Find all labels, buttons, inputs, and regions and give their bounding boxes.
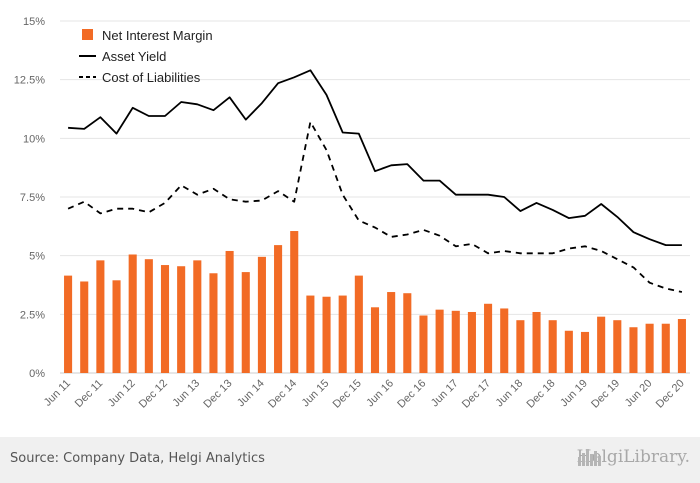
x-tick-label: Dec 16 — [395, 377, 428, 410]
nim-bar — [241, 272, 250, 373]
nim-bar — [403, 293, 412, 373]
nim-bar — [64, 275, 73, 373]
nim-bar — [516, 320, 525, 373]
asset-yield-line — [68, 69, 682, 247]
x-tick-label: Jun 17 — [429, 377, 461, 409]
nim-bar — [597, 316, 606, 373]
x-tick-label: Jun 20 — [623, 377, 655, 409]
y-tick-label: 10% — [23, 133, 45, 145]
chart-svg: 0%2.5%5%7.5%10%12.5%15%Jun 11 Dec 11 Jun 1… — [14, 16, 690, 411]
nim-bar — [484, 303, 493, 373]
x-tick-label: Jun 12 — [106, 377, 138, 409]
nim-bar — [322, 296, 331, 373]
nim-bar — [564, 330, 573, 373]
x-tick-label: Jun 16 — [364, 377, 396, 409]
nim-bar — [387, 292, 396, 373]
nim-bar — [435, 309, 444, 373]
y-tick-label: 5% — [29, 251, 45, 263]
line-layer — [67, 69, 683, 293]
nim-bar — [629, 327, 638, 373]
logo-text: HelgiLibrary. — [576, 447, 690, 467]
nim-bar — [177, 266, 186, 373]
x-tick-label: Jun 15 — [300, 377, 332, 409]
x-tick-label: Dec 13 — [201, 377, 234, 410]
nim-bar — [532, 311, 541, 373]
nim-bar — [274, 245, 283, 373]
x-tick-label: Jun 19 — [558, 377, 590, 409]
nim-bar — [112, 280, 121, 373]
cost-of-liabilities-line — [67, 121, 683, 293]
y-tick-label: 15% — [23, 16, 45, 28]
nim-bar — [419, 315, 428, 373]
x-tick-label: Jun 18 — [493, 377, 525, 409]
legend-label: Asset Yield — [102, 49, 166, 64]
x-tick-label: Dec 15 — [331, 377, 364, 410]
legend-label: Net Interest Margin — [102, 28, 213, 43]
nim-bar — [193, 260, 202, 373]
nim-bar — [306, 295, 315, 373]
nim-bar — [677, 319, 686, 373]
nim-bar — [209, 273, 218, 373]
nim-bar — [548, 320, 557, 373]
legend-label: Cost of Liabilities — [102, 70, 201, 85]
nim-bar — [467, 311, 476, 373]
x-tick-label: Dec 14 — [266, 377, 299, 410]
nim-bar — [451, 310, 460, 373]
x-tick-label: Jun 13 — [170, 377, 202, 409]
x-tick-label: Dec 19 — [589, 377, 622, 410]
x-tick-label: Dec 11 — [73, 377, 106, 410]
x-tick-label: Dec 18 — [525, 377, 558, 410]
legend-swatch-nim — [82, 29, 93, 40]
nim-bar — [225, 250, 234, 373]
nim-bar — [257, 256, 266, 373]
helgi-library-logo[interactable]: HelgiLibrary. — [577, 447, 690, 467]
y-tick-label: 0% — [29, 368, 45, 380]
nim-bar — [500, 308, 509, 373]
city-skyline-icon — [577, 449, 601, 466]
legend: Net Interest Margin Asset Yield Cost of Li… — [79, 28, 213, 85]
x-tick-label: Jun 11 — [42, 377, 73, 408]
y-tick-label: 7.5% — [20, 192, 45, 204]
nim-bar — [128, 254, 137, 373]
nim-bar — [661, 323, 670, 373]
nim-bar — [613, 320, 622, 373]
nim-bar — [96, 260, 105, 373]
nim-bar — [580, 331, 590, 373]
nim-bar — [354, 275, 363, 373]
nim-bar — [144, 259, 153, 373]
x-tick-label: Dec 17 — [460, 377, 493, 410]
nim-bar — [370, 307, 380, 373]
nim-bar — [290, 231, 299, 373]
x-tick-label: Jun 14 — [235, 377, 267, 409]
nim-bar — [160, 265, 170, 373]
y-tick-label: 2.5% — [20, 309, 45, 321]
y-tick-label: 12.5% — [14, 75, 45, 87]
bar-layer — [64, 231, 686, 373]
x-tick-label: Dec 12 — [137, 377, 170, 410]
x-tick-label: Dec 20 — [654, 377, 687, 410]
nim-bar — [80, 281, 89, 373]
nim-bar — [338, 295, 347, 373]
nim-bar — [645, 323, 654, 373]
source-text: Source: Company Data, Helgi Analytics — [10, 451, 265, 466]
